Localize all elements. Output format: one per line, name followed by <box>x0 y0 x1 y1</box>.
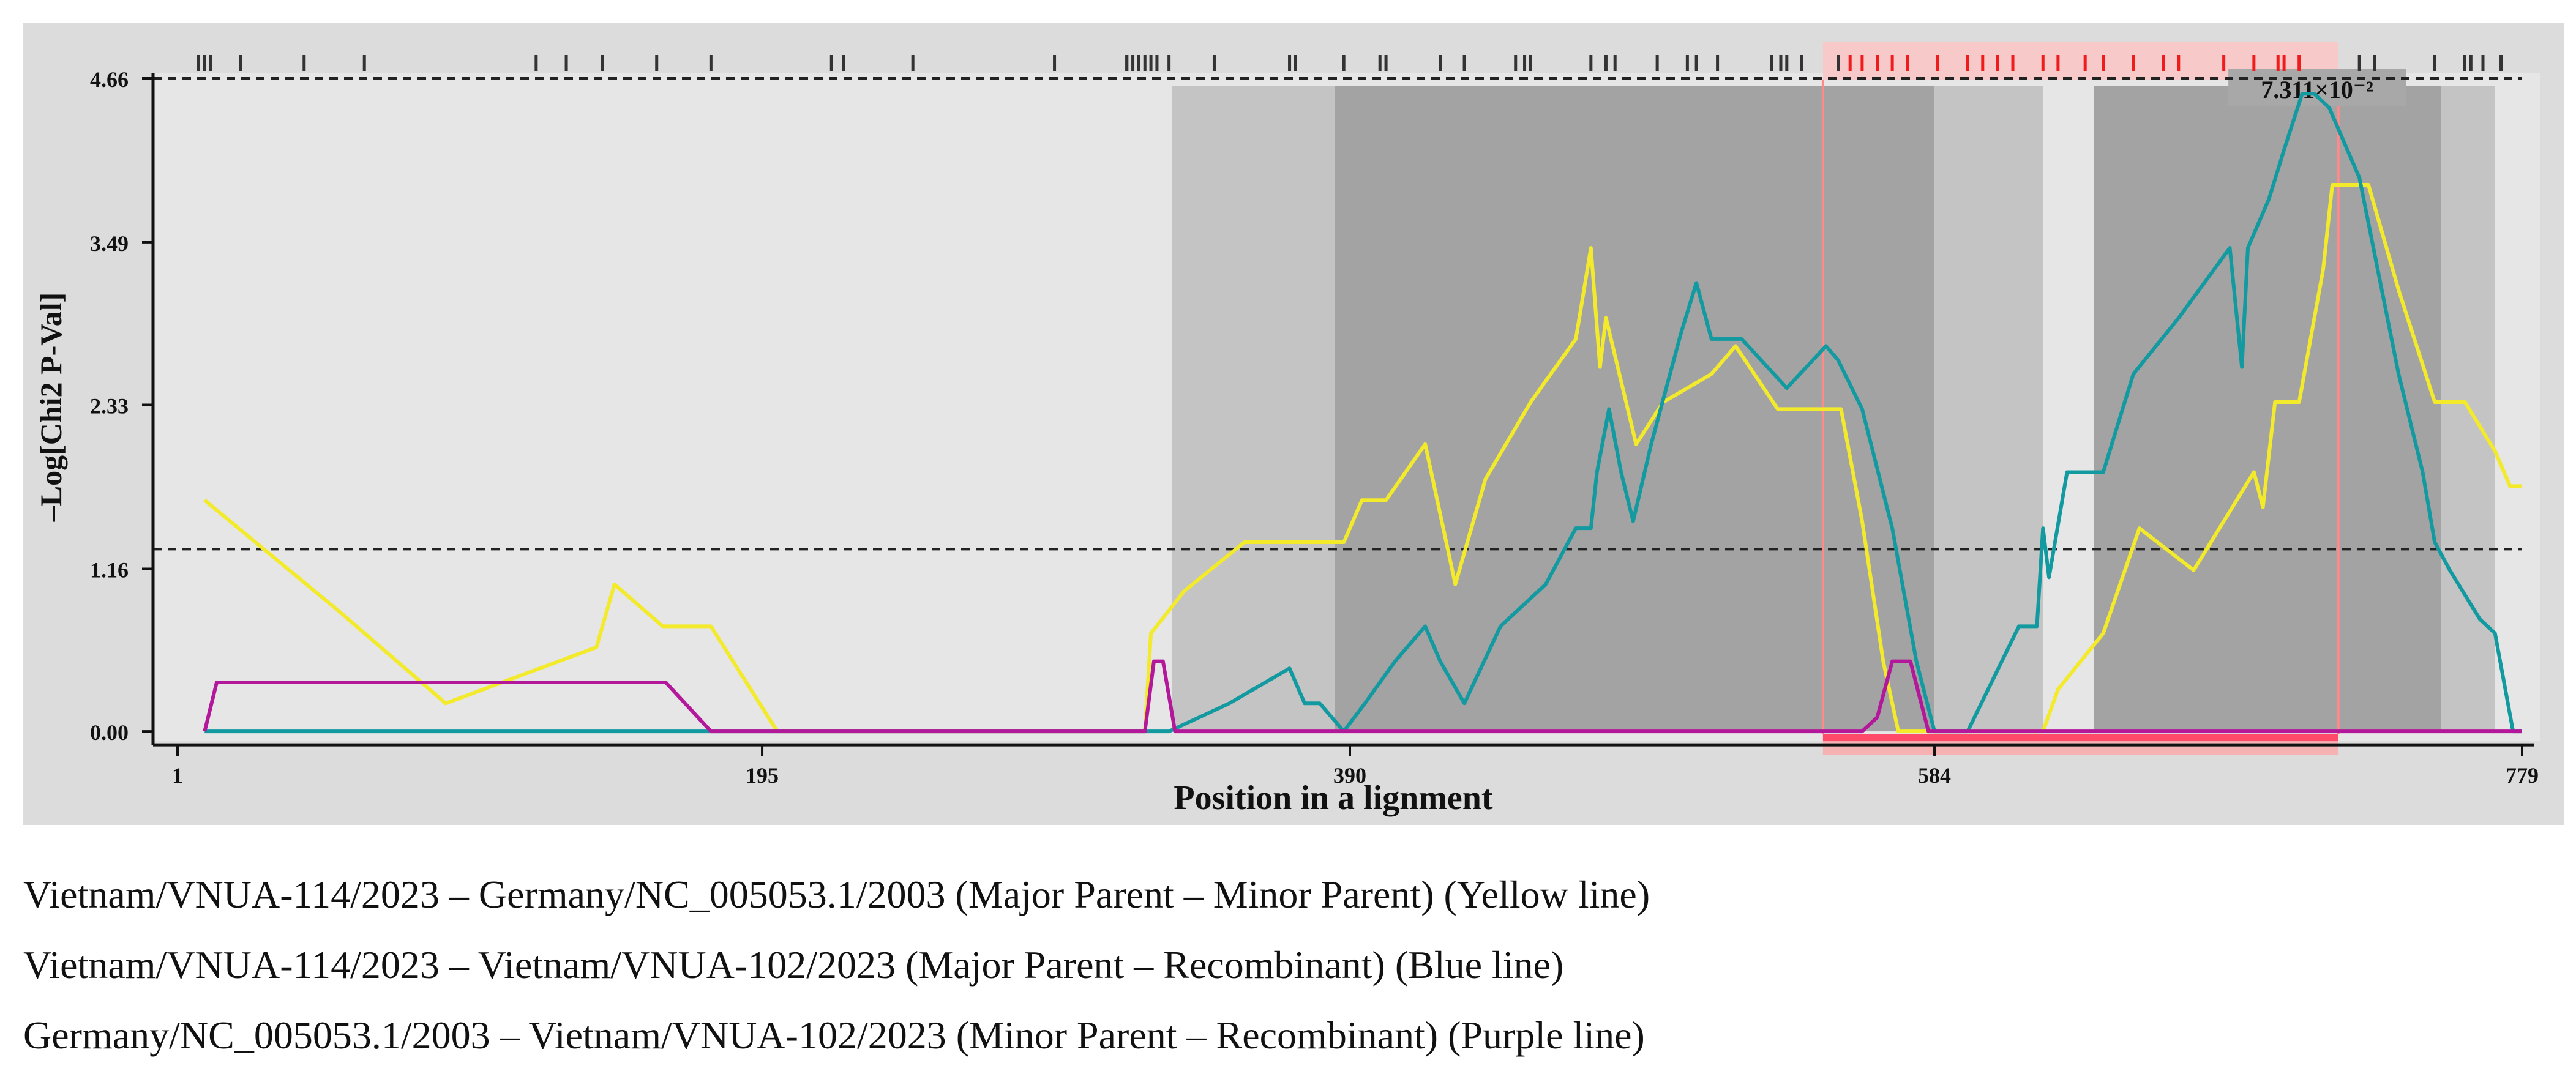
x-axis-label: Position in a lignment <box>1174 779 1493 817</box>
y-tick-label-4: 4.66 <box>90 67 129 92</box>
series-line-yellow <box>203 183 2522 734</box>
series-line-purple <box>203 659 2522 734</box>
series-line-blue <box>204 92 2522 734</box>
legend-entry-purple: Germany/NC_005053.1/2003 – Vietnam/VNUA-… <box>23 1013 1645 1057</box>
shaded-region-0 <box>1172 86 1335 732</box>
y-tick-label-3: 3.49 <box>90 231 129 256</box>
pvalue-label-box <box>2228 69 2406 106</box>
x-tick-label-2: 390 <box>1333 763 1366 788</box>
y-tick-label-0: 0.00 <box>90 720 129 745</box>
y-axis-label: –Log[Chi2 P-Val] <box>34 293 68 523</box>
shaded-region-4 <box>2094 86 2441 732</box>
shaded-region-3 <box>1934 86 2043 732</box>
y-tick-label-2: 2.33 <box>90 394 129 419</box>
shaded-region-1 <box>1335 86 1823 732</box>
x-tick-label-3: 584 <box>1918 763 1951 788</box>
x-tick-label-1: 195 <box>746 763 779 788</box>
x-tick-label-0: 1 <box>172 763 183 788</box>
legend-entry-yellow: Vietnam/VNUA-114/2023 – Germany/NC_00505… <box>23 873 1650 916</box>
pvalue-label: 7.311×10⁻² <box>2261 76 2373 103</box>
recombination-band-bottom-line <box>1822 734 2338 742</box>
legend-entry-blue: Vietnam/VNUA-114/2023 – Vietnam/VNUA-102… <box>23 943 1564 987</box>
y-tick-label-1: 1.16 <box>90 558 129 582</box>
x-tick-label-4: 779 <box>2506 763 2539 788</box>
